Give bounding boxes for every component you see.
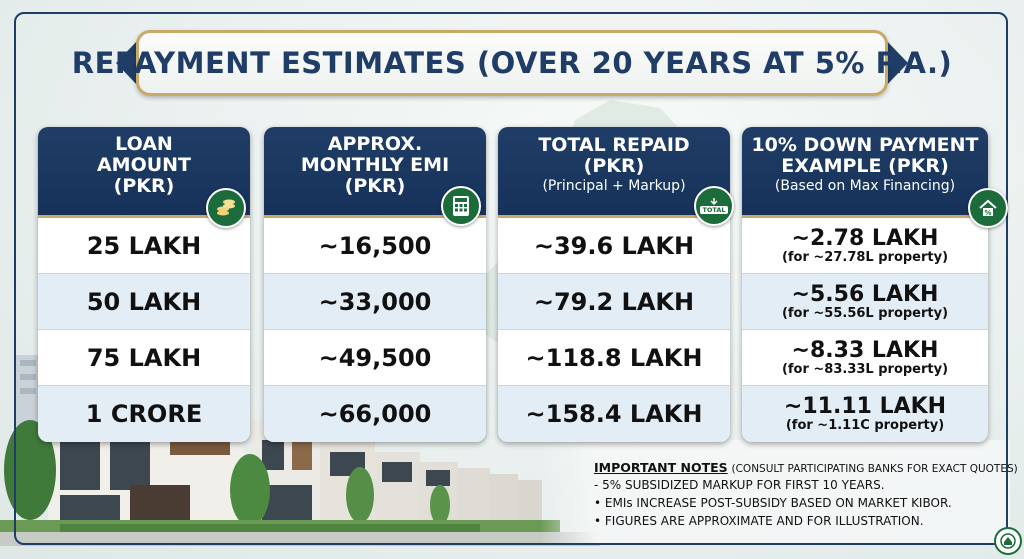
table-row: ~16,500	[264, 218, 486, 274]
column-rows: ~2.78 LAKH (for ~27.78L property) ~5.56 …	[742, 218, 988, 442]
header-line: TOTAL REPAID	[538, 134, 690, 156]
header-line: EXAMPLE (PKR)	[781, 155, 949, 177]
cell-value: ~39.6 LAKH	[533, 231, 695, 260]
cell-note: (for ~83.33L property)	[781, 361, 949, 377]
header-line: (PKR)	[344, 175, 406, 197]
column-header: 10% DOWN PAYMENT EXAMPLE (PKR) (Based on…	[742, 127, 988, 218]
emblem-icon	[994, 527, 1022, 555]
cell-value: ~11.11 LAKH	[783, 394, 947, 419]
cell-value: ~5.56 LAKH	[791, 281, 939, 307]
total-icon-label: TOTAL	[700, 206, 728, 214]
cell-value: ~66,000	[318, 400, 432, 428]
svg-text:%: %	[984, 209, 991, 217]
header-line: LOAN	[115, 133, 173, 155]
column-down-payment: 10% DOWN PAYMENT EXAMPLE (PKR) (Based on…	[742, 127, 988, 442]
note-item: • EMIs INCREASE POST-SUBSIDY BASED ON MA…	[594, 496, 952, 510]
header-subtitle: (Principal + Markup)	[542, 178, 686, 194]
cell-value: 25 LAKH	[86, 231, 202, 260]
table-row: ~8.33 LAKH (for ~83.33L property)	[742, 330, 988, 386]
cell-value: 75 LAKH	[86, 343, 202, 372]
table-row: 1 CRORE	[38, 386, 250, 442]
notes-title: IMPORTANT NOTES	[594, 460, 728, 475]
calculator-icon	[441, 186, 481, 226]
table-row: ~11.11 LAKH (for ~1.11C property)	[742, 386, 988, 442]
cell-note: (for ~1.11C property)	[785, 418, 945, 433]
table-row: ~158.4 LAKH	[498, 386, 730, 442]
table-row: 50 LAKH	[38, 274, 250, 330]
cell-value: ~33,000	[318, 287, 432, 316]
table-row: ~39.6 LAKH	[498, 218, 730, 274]
column-monthly-emi: APPROX. MONTHLY EMI (PKR) ~16,500 ~33,00…	[264, 127, 486, 442]
header-line: APPROX.	[327, 133, 423, 155]
header-line: AMOUNT	[96, 154, 192, 176]
column-rows: ~39.6 LAKH ~79.2 LAKH ~118.8 LAKH ~158.4…	[498, 218, 730, 442]
header-line: (PKR)	[583, 155, 645, 177]
cell-value: ~158.4 LAKH	[525, 400, 703, 428]
notes-heading: IMPORTANT NOTES (CONSULT PARTICIPATING B…	[594, 460, 1018, 475]
table-row: ~5.56 LAKH (for ~55.56L property)	[742, 274, 988, 330]
table-row: 75 LAKH	[38, 330, 250, 386]
table-row: ~2.78 LAKH (for ~27.78L property)	[742, 218, 988, 274]
page-title: REPAYMENT ESTIMATES (OVER 20 YEARS AT 5%…	[71, 46, 953, 80]
cell-value: ~118.8 LAKH	[525, 343, 703, 372]
note-item: • FIGURES ARE APPROXIMATE AND FOR ILLUST…	[594, 514, 924, 528]
header-subtitle: (Based on Max Financing)	[774, 178, 956, 194]
cell-note: (for ~55.56L property)	[781, 305, 949, 321]
cell-value: ~2.78 LAKH	[791, 225, 939, 251]
table-row: ~66,000	[264, 386, 486, 442]
column-rows: ~16,500 ~33,000 ~49,500 ~66,000	[264, 218, 486, 442]
table-row: 25 LAKH	[38, 218, 250, 274]
cell-note: (for ~27.78L property)	[781, 249, 949, 265]
header-line: (PKR)	[113, 175, 175, 197]
notes-title-suffix: (CONSULT PARTICIPATING BANKS FOR EXACT Q…	[731, 463, 1018, 475]
note-item: - 5% SUBSIDIZED MARKUP FOR FIRST 10 YEAR…	[594, 478, 885, 492]
total-icon: TOTAL	[694, 186, 734, 226]
cell-value: ~79.2 LAKH	[533, 287, 695, 316]
cell-value: ~49,500	[318, 343, 432, 372]
cell-value: 50 LAKH	[86, 287, 202, 316]
column-total-repaid: TOTAL REPAID (PKR) (Principal + Markup) …	[498, 127, 730, 442]
column-loan-amount: LOAN AMOUNT (PKR) 25 LAKH 50 LAKH 75 LAK…	[38, 127, 250, 442]
table-row: ~79.2 LAKH	[498, 274, 730, 330]
table-row: ~33,000	[264, 274, 486, 330]
table-row: ~49,500	[264, 330, 486, 386]
table-row: ~118.8 LAKH	[498, 330, 730, 386]
coins-icon	[206, 188, 246, 228]
header-line: MONTHLY EMI	[300, 154, 450, 176]
cell-value: 1 CRORE	[85, 400, 203, 428]
important-notes: IMPORTANT NOTES (CONSULT PARTICIPATING B…	[594, 460, 1018, 529]
column-rows: 25 LAKH 50 LAKH 75 LAKH 1 CRORE	[38, 218, 250, 442]
title-box: REPAYMENT ESTIMATES (OVER 20 YEARS AT 5%…	[72, 30, 952, 96]
header-line: 10% DOWN PAYMENT	[751, 134, 979, 156]
column-header: TOTAL REPAID (PKR) (Principal + Markup)	[498, 127, 730, 218]
title-banner: REPAYMENT ESTIMATES (OVER 20 YEARS AT 5%…	[72, 30, 952, 100]
notes-backdrop	[540, 440, 1010, 545]
outer-frame	[14, 12, 1008, 545]
cell-value: ~16,500	[318, 231, 432, 260]
cell-value: ~8.33 LAKH	[791, 337, 939, 363]
percent-house-icon: %	[968, 188, 1008, 228]
